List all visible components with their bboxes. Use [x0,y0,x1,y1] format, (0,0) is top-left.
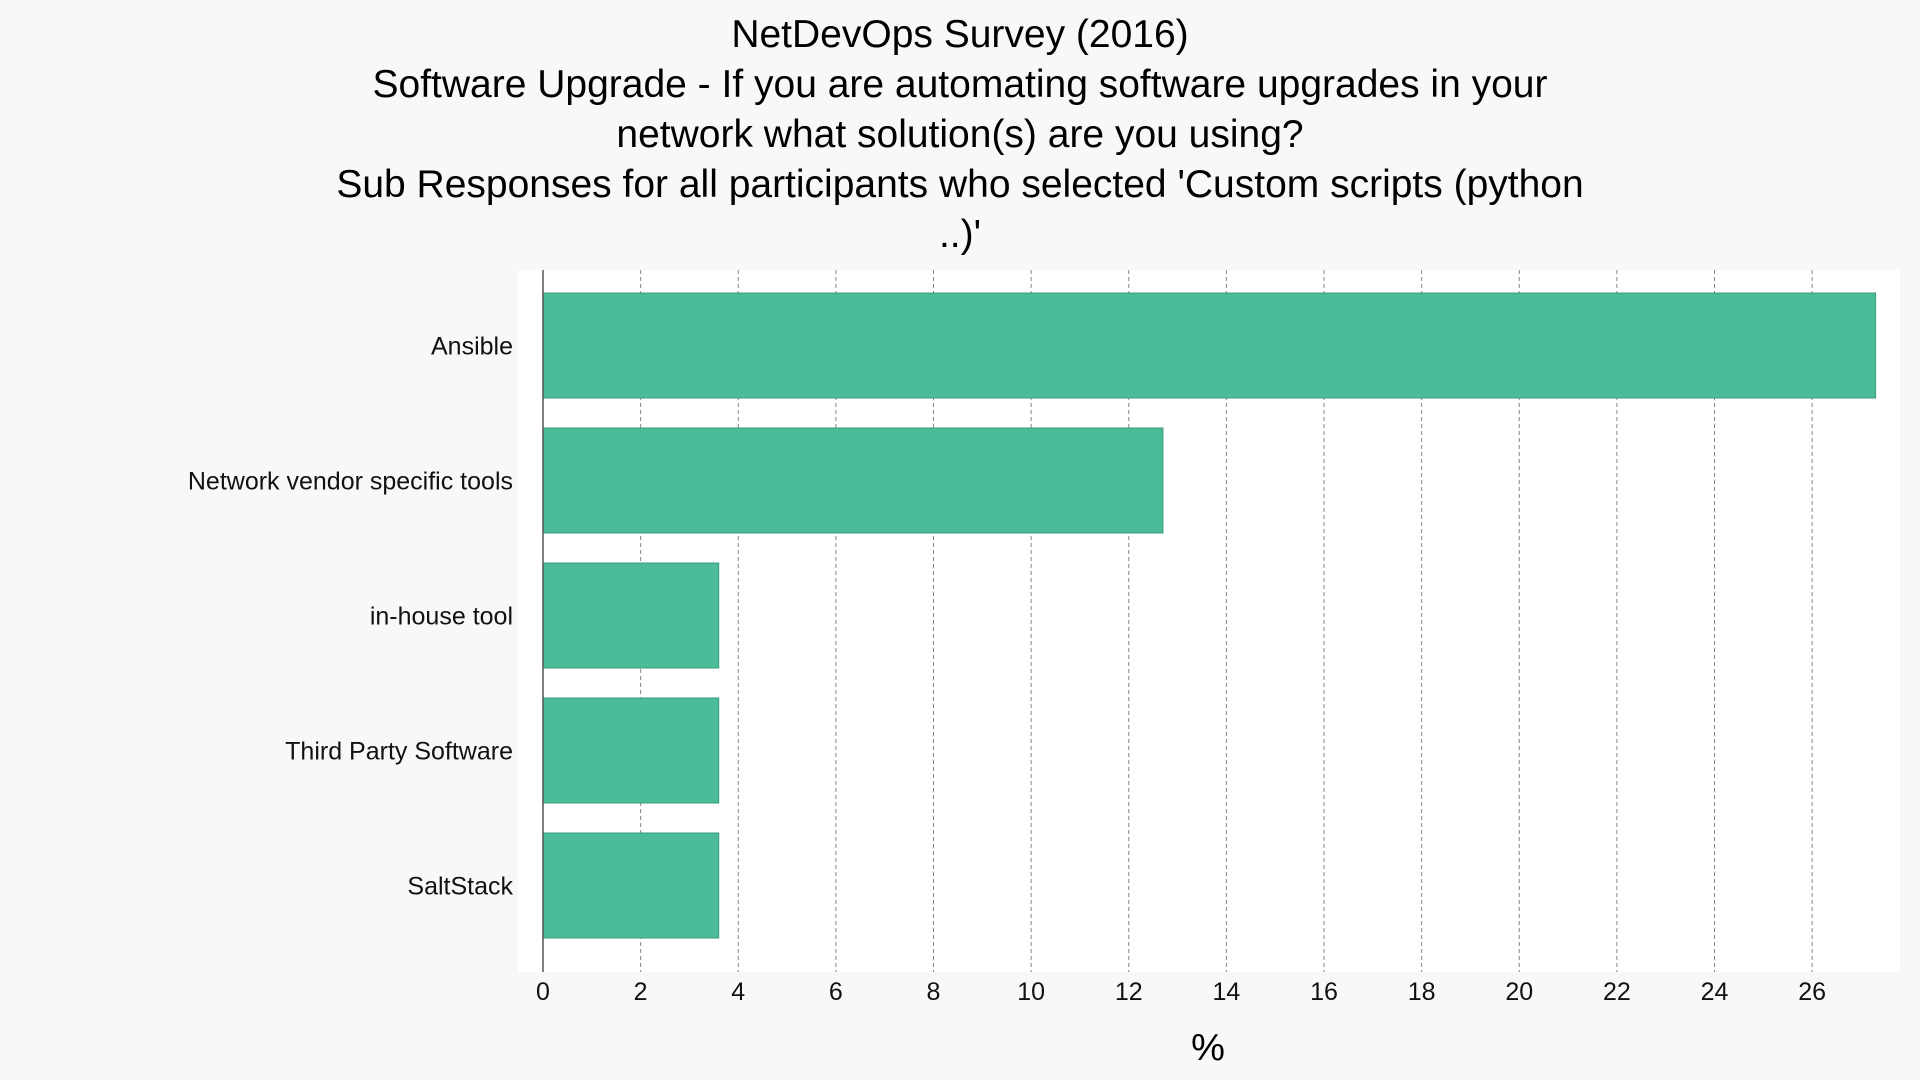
x-tick-label: 16 [1310,978,1338,1006]
bars [542,292,1877,939]
chart-title: NetDevOps Survey (2016) Software Upgrade… [0,10,1920,260]
x-tick-label: 14 [1212,978,1240,1006]
title-line-4: Sub Responses for all participants who s… [336,163,1584,206]
x-tick-label: 22 [1603,978,1631,1006]
category-label: Third Party Software [285,738,513,766]
x-tick-label: 0 [536,978,550,1006]
x-tick-label: 10 [1017,978,1045,1006]
x-tick-label: 12 [1115,978,1143,1006]
title-line-3: network what solution(s) are you using? [616,113,1304,156]
x-tick-label: 4 [731,978,745,1006]
bar [542,697,720,804]
x-axis-title: % [1191,1027,1225,1069]
x-tick-labels: 0 2 4 6 8 10 12 14 16 18 20 22 24 26 [536,978,1826,1006]
category-label: in-house tool [370,603,513,631]
bar [542,562,720,669]
x-tick-label: 8 [927,978,941,1006]
x-tick-label: 6 [829,978,843,1006]
x-tick-label: 20 [1505,978,1533,1006]
bar [542,292,1877,399]
category-label: Ansible [431,333,513,361]
x-tick-label: 24 [1701,978,1729,1006]
x-tick-label: 26 [1798,978,1826,1006]
bar [542,832,720,939]
category-labels: Ansible Network vendor specific tools in-h… [188,333,514,901]
title-line-5: ..)' [938,213,982,256]
x-tick-label: 2 [634,978,648,1006]
bar [542,427,1164,534]
x-tick-label: 18 [1408,978,1436,1006]
title-line-1: NetDevOps Survey (2016) [731,13,1189,56]
title-line-2: Software Upgrade - If you are automating… [372,63,1548,106]
category-label: Network vendor specific tools [188,468,513,496]
category-label: SaltStack [407,873,513,901]
